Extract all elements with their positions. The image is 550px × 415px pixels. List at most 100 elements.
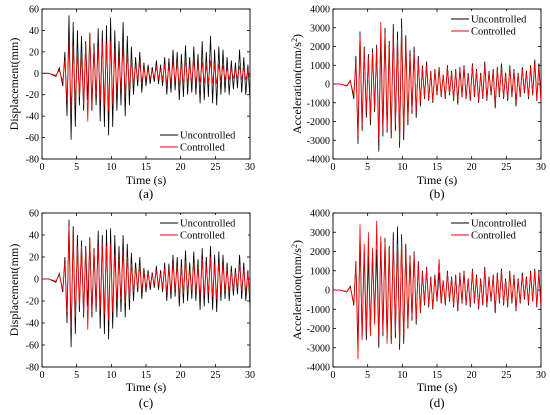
y-tick-label: -80 [26,155,39,166]
y-tick-label: 2000 [310,247,330,258]
x-tick-label: 30 [245,370,255,381]
y-tick-label: -3000 [307,343,330,354]
y-tick-label: -2000 [307,117,330,128]
y-tick-label: -4000 [307,155,330,166]
y-axis-label-sup: 2 [290,38,299,42]
y-axis-label-text: Displacement(mm) [7,244,21,337]
y-tick-label: -2000 [307,324,330,335]
legend-box [449,11,539,37]
legend-label-controlled: Controlled [180,231,226,242]
y-axis-label-close: ) [290,34,304,38]
legend-label-uncontrolled: Uncontrolled [471,15,527,26]
y-tick-label: 4000 [310,209,330,220]
x-tick-label: 15 [432,162,442,173]
panel-caption: (a) [139,186,153,201]
legend-label-uncontrolled: Uncontrolled [471,219,527,230]
legend-box [449,215,539,241]
panel-d: 0 5 10 15 20 25 30 -4000 -3000 -2000 -1000 0 1000 200… [290,209,546,411]
y-tick-label: -40 [26,112,39,123]
y-tick-label: 60 [29,209,39,220]
y-tick-label: 2000 [310,42,330,53]
series-line-uncontrolled [42,15,250,140]
y-tick-label: -80 [26,363,39,374]
y-tick-label: -1000 [307,98,330,109]
legend-label-controlled: Controlled [180,143,226,154]
x-tick-label: 5 [365,162,370,173]
y-tick-label: -3000 [307,136,330,147]
x-tick-label: 25 [210,162,220,173]
y-tick-label: 40 [29,26,39,37]
y-tick-label: 20 [29,47,39,58]
x-tick-label: 5 [74,370,79,381]
y-tick-label: -4000 [307,363,330,374]
y-tick-label: 4000 [310,5,330,16]
y-tick-label: -60 [26,341,39,352]
panel-c: 0 5 10 15 20 25 30 -80 -60 -40 -20 0 20 40 60 Uncontrol… [7,209,255,411]
x-tick-label: 15 [141,162,151,173]
x-tick-label: 0 [40,370,45,381]
y-tick-label: 0 [325,286,330,297]
y-tick-label: 40 [29,231,39,242]
series-line-controlled [42,32,250,122]
x-tick-label: 30 [536,162,546,173]
x-tick-label: 0 [331,370,336,381]
panel-caption: (b) [429,186,444,201]
x-tick-label: 15 [432,370,442,381]
x-axis-label: Time (s) [126,380,167,394]
y-axis-label-sup: 2 [290,244,299,248]
x-tick-label: 25 [210,370,220,381]
x-tick-label: 25 [501,162,511,173]
y-tick-label: -20 [26,297,39,308]
y-tick-label: 1000 [310,266,330,277]
legend-label-controlled: Controlled [471,231,517,242]
y-axis-label-text: Acceleration(mm/s [290,248,304,340]
x-tick-label: 5 [365,370,370,381]
y-tick-label: 1000 [310,61,330,72]
panel-a: 0 5 10 15 20 25 30 -80 -60 -40 -20 0 20 40 60 Uncontrol… [7,5,255,202]
y-axis-label: Acceleration(mm/s2) [290,240,304,340]
x-tick-label: 20 [176,370,186,381]
x-tick-label: 30 [536,370,546,381]
x-tick-label: 10 [106,162,116,173]
legend-label-uncontrolled: Uncontrolled [180,131,236,142]
y-tick-label: 0 [34,69,39,80]
y-tick-label: -40 [26,319,39,330]
x-tick-label: 0 [40,162,45,173]
x-tick-label: 15 [141,370,151,381]
y-tick-label: -1000 [307,305,330,316]
series-line-controlled [42,226,250,330]
x-tick-label: 10 [106,370,116,381]
panel-caption: (c) [139,395,153,410]
y-tick-label: 20 [29,253,39,264]
legend-label-uncontrolled: Uncontrolled [180,219,236,230]
y-axis-label: Displacement(mm) [7,244,21,337]
y-tick-label: 0 [325,80,330,91]
y-tick-label: 0 [34,275,39,286]
x-tick-label: 10 [397,162,407,173]
x-tick-label: 10 [397,370,407,381]
x-tick-label: 5 [74,162,79,173]
x-tick-label: 20 [176,162,186,173]
x-tick-label: 0 [331,162,336,173]
y-tick-label: -20 [26,90,39,101]
x-axis-label: Time (s) [417,173,458,187]
x-axis-label: Time (s) [126,173,167,187]
y-axis-label: Acceleration(mm/s2) [290,34,304,134]
x-tick-label: 25 [501,370,511,381]
x-tick-label: 20 [467,162,477,173]
x-tick-label: 30 [245,162,255,173]
series-line-controlled [333,220,541,360]
y-axis-label-text: Acceleration(mm/s [290,42,304,134]
y-axis-label-close: ) [290,240,304,244]
legend-box [158,215,248,241]
legend-box [158,127,248,153]
series-line-controlled [333,22,541,143]
panel-caption: (d) [429,395,444,410]
y-axis-label-text: Displacement(mm) [7,38,21,131]
y-tick-label: 60 [29,5,39,16]
